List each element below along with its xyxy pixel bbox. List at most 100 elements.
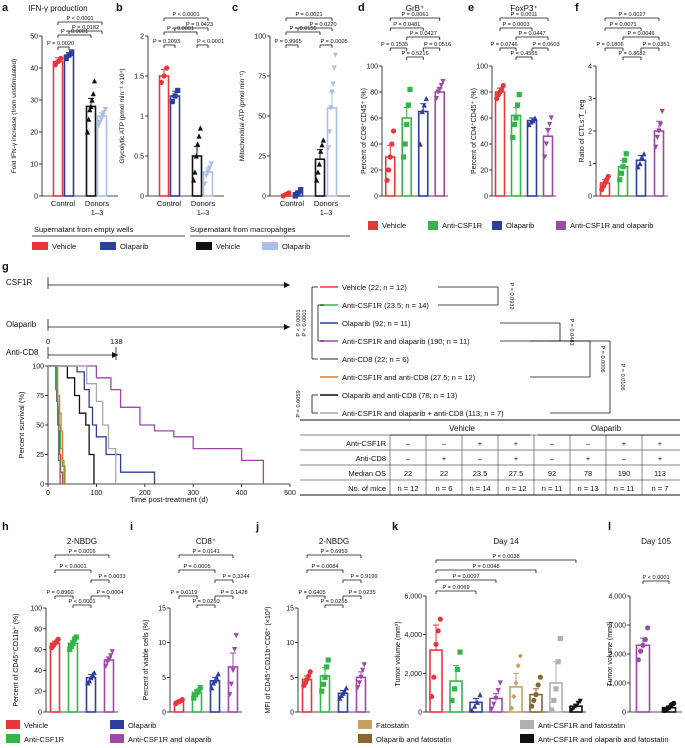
table-cell: n = 11 [542,484,563,493]
p-value: P = 0.0038 [492,554,519,560]
panel-title: GrB⁺ [406,4,424,13]
legend-swatch [6,734,20,743]
data-point [342,688,348,694]
data-point [203,173,209,179]
bar [191,155,203,197]
y-tick-label: 20 [370,168,378,175]
data-point [543,141,549,147]
legend-label: Anti-CSF1R and olaparib + anti-CD8 (113;… [342,409,504,418]
legend-title: Supernatant from empty wells [34,225,133,234]
data-point [307,669,313,675]
y-tick-label: 40 [370,142,378,149]
bar [494,91,506,197]
legend-label: Anti-CSF1R [442,221,483,230]
data-point [642,636,648,643]
y-tick-label: 75 [36,393,44,400]
data-point [435,628,441,634]
y-tick-label: 40 [480,142,488,149]
p-value: P = 0.0483 [568,318,574,345]
data-point [577,698,583,704]
table-cell: – [406,439,411,448]
legend-label: Vehicle (22; n = 12) [342,283,407,292]
y-tick-label: 40 [30,66,38,73]
y-tick-label: 0 [262,194,266,201]
data-point [209,685,215,691]
data-point [337,695,343,701]
km-curve [48,365,65,484]
data-point [324,664,330,670]
bar [542,135,554,197]
data-point [89,97,95,103]
p-value: P = 0.0004 [96,590,123,596]
legend-label: Anti-CSF1R and olaparib [128,735,211,744]
y-tick-label: 80 [370,90,378,97]
data-point [639,154,645,160]
y-tick-label: 2,000 [608,652,626,659]
p-value: P < 0.0001 [642,575,669,581]
panel-letter-f: f [575,2,579,14]
p-value: P = 0.0250 [192,599,219,605]
y-tick-label: 60 [370,116,378,123]
data-point [489,706,495,712]
data-point [635,164,641,170]
table-cell: 27.5 [509,469,524,478]
y-axis-label: Ratio of CTLs:T_reg [579,99,586,162]
data-point [191,177,197,183]
panel-f: 0 1 2 3 4 Ratio of CTLs:T_reg P = 0.0027 P = 0.… [579,12,670,201]
y-tick-label: 0 [38,710,42,717]
data-point [511,121,517,128]
legend-label: Anti-CSF1R and fatostatin [538,721,625,730]
p-value: P = 0.0746 [490,42,517,48]
legend-treatments-bottom: Vehicle Olaparib Fatostatin Anti-CSF1R and … [6,720,669,744]
table-cell: + [622,439,627,448]
km-curve [48,365,265,484]
y-tick-label: 2 [140,34,144,41]
y-tick-label: 25 [258,154,266,161]
p-value: P = 0.0069 [442,585,469,591]
y-tick-label: 100 [32,364,44,371]
table-row-label: Anti-CD8 [356,454,386,463]
data-point [531,697,537,704]
x-tick-label: Control [157,199,182,208]
p-value: P = 0.8960 [46,590,73,596]
legend-label: Anti-CSF1R [24,735,65,744]
bar [449,680,463,713]
legend-swatch [110,720,124,729]
panel-title: CD8⁺ [196,537,216,546]
panel-letter-l: l [608,521,611,533]
y-tick-label: 80 [34,626,42,633]
legend-label: Vehicle [24,721,48,730]
panel-g: CSF1R Olaparib Anti-CD8 0 138 0 25 50 75 100 0 100 2… [6,277,625,504]
p-value: P = 0.1535 [381,42,408,48]
data-point [355,685,361,691]
bar [384,156,396,197]
panel-letter-e: e [468,2,474,14]
bar [158,75,170,197]
data-point [537,674,543,680]
data-point [109,649,115,655]
data-point [306,673,312,679]
data-point [343,685,349,691]
x-tick-label: 0 [46,490,50,497]
data-point [197,125,203,131]
data-point [617,177,623,183]
data-point [319,688,325,694]
data-point [515,663,521,669]
data-point [658,121,664,128]
y-tick-label: 10 [30,162,38,169]
data-point [419,108,425,115]
x-tick-label: 100 [91,490,103,497]
arrow-head [112,352,118,358]
data-point [533,692,539,698]
data-point [640,642,646,648]
bar [49,642,61,713]
timeline-label: Anti-CD8 [6,348,39,357]
p-value: P = 0.0603 [532,42,559,48]
data-point [671,700,677,706]
data-point [158,79,164,85]
x-tick-label: 1–3 [197,208,210,217]
data-point [68,643,74,650]
data-point [91,669,97,676]
panel-b: 0 0.5 1 1.5 2 Glycolytic ATP (pmol min⁻¹ ×10⁴… [119,12,224,217]
p-value: P = 0.0235 [348,590,375,596]
